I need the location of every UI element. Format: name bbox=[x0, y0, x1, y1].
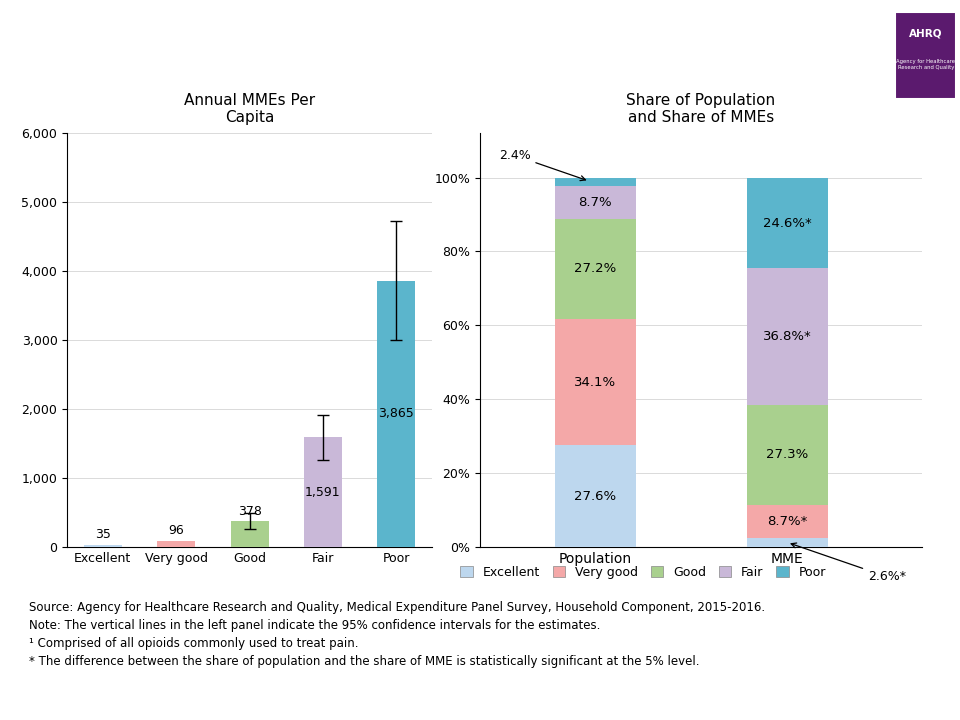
Text: Source: Agency for Healthcare Research and Quality, Medical Expenditure Panel Su: Source: Agency for Healthcare Research a… bbox=[29, 601, 765, 668]
Bar bbox=[747, 405, 828, 505]
Text: 96: 96 bbox=[168, 524, 184, 537]
Text: 35: 35 bbox=[95, 528, 110, 541]
Text: 27.3%: 27.3% bbox=[766, 449, 808, 462]
Bar bbox=[747, 538, 828, 547]
Bar bbox=[555, 319, 636, 445]
Text: 27.6%: 27.6% bbox=[574, 490, 616, 503]
Text: AHRQ: AHRQ bbox=[909, 29, 943, 38]
Bar bbox=[555, 445, 636, 547]
Bar bbox=[555, 219, 636, 319]
Bar bbox=[377, 281, 416, 547]
Text: Agency for Healthcare
Research and Quality: Agency for Healthcare Research and Quali… bbox=[897, 59, 955, 71]
Circle shape bbox=[815, 20, 904, 91]
Bar bbox=[230, 521, 269, 547]
Bar bbox=[157, 541, 195, 547]
Bar bbox=[555, 186, 636, 219]
Text: 378: 378 bbox=[238, 505, 261, 518]
Text: 3,865: 3,865 bbox=[378, 408, 414, 420]
Text: Figure 9a: Annual Morphine Milligram Equivalents (MMEs) of outpatient prescripti: Figure 9a: Annual Morphine Milligram Equ… bbox=[67, 26, 778, 81]
Title: Annual MMEs Per
Capita: Annual MMEs Per Capita bbox=[184, 93, 315, 125]
Bar bbox=[555, 178, 636, 186]
Legend: Excellent, Very good, Good, Fair, Poor: Excellent, Very good, Good, Fair, Poor bbox=[455, 561, 831, 584]
Bar bbox=[84, 545, 122, 547]
Title: Share of Population
and Share of MMEs: Share of Population and Share of MMEs bbox=[626, 93, 776, 125]
Text: 36.8%*: 36.8%* bbox=[763, 330, 811, 343]
Text: 27.2%: 27.2% bbox=[574, 262, 616, 275]
Text: 2.4%: 2.4% bbox=[498, 149, 586, 181]
Bar bbox=[747, 269, 828, 405]
Bar bbox=[747, 505, 828, 538]
Text: 24.6%*: 24.6%* bbox=[763, 217, 811, 230]
Text: 34.1%: 34.1% bbox=[574, 376, 616, 389]
Text: 8.7%: 8.7% bbox=[578, 196, 612, 209]
Text: 2.6%*: 2.6%* bbox=[791, 543, 906, 583]
Text: 8.7%*: 8.7%* bbox=[767, 515, 807, 528]
FancyBboxPatch shape bbox=[895, 12, 956, 99]
Bar bbox=[747, 178, 828, 269]
Text: 1,591: 1,591 bbox=[305, 486, 341, 499]
Bar bbox=[304, 438, 342, 547]
